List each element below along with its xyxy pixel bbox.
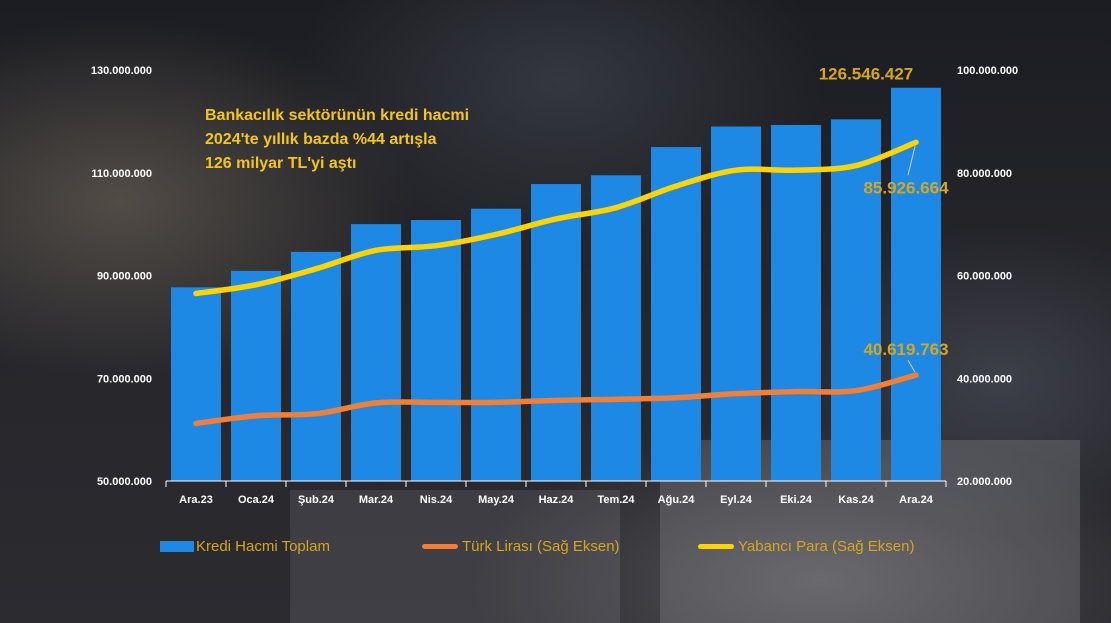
background-document xyxy=(290,490,620,623)
line-point-1-6 xyxy=(553,397,559,403)
x-tick-label: Eki.24 xyxy=(780,494,813,506)
line-point-2-1 xyxy=(253,282,259,288)
bar-5 xyxy=(471,208,521,481)
legend: Kredi Hacmi Toplam Türk Lirası (Sağ Ekse… xyxy=(160,538,960,560)
x-tick-label: Oca.24 xyxy=(238,494,275,506)
bar-0 xyxy=(171,287,221,481)
line-point-1-9 xyxy=(733,391,739,397)
line-point-1-1 xyxy=(253,413,259,419)
headline: Bankacılık sektörünün kredi hacmi 2024't… xyxy=(205,104,545,176)
headline-line: Bankacılık sektörünün kredi hacmi xyxy=(205,107,470,124)
bar-3 xyxy=(351,224,401,481)
headline-line: 126 milyar TL'yi aştı xyxy=(205,155,357,172)
data-label-leader xyxy=(907,359,916,373)
legend-label: Yabancı Para (Sağ Eksen) xyxy=(738,538,915,555)
right-tick-label: 80.000.000 xyxy=(957,168,1012,180)
line-series xyxy=(193,139,919,427)
line-point-1-2 xyxy=(313,411,319,417)
line-point-2-7 xyxy=(613,205,619,211)
line-point-1-0 xyxy=(193,420,199,427)
line-point-1-8 xyxy=(673,395,679,401)
x-tick-label: Nis.24 xyxy=(420,494,453,506)
line-point-1-5 xyxy=(493,399,499,405)
annotations: 126.546.427 85.926.664 40.619.763 xyxy=(819,65,949,373)
x-tick-label: Tem.24 xyxy=(597,494,635,506)
line-point-2-4 xyxy=(433,243,439,249)
legend-item-kredi: Kredi Hacmi Toplam xyxy=(160,538,330,555)
bar-8 xyxy=(651,147,701,481)
line-point-2-8 xyxy=(673,183,679,189)
x-tick-label: Ara.24 xyxy=(899,494,934,506)
line-point-2-6 xyxy=(553,216,559,222)
legend-item-yp: Yabancı Para (Sağ Eksen) xyxy=(698,538,914,555)
data-label-leader xyxy=(907,146,916,176)
x-tick-label: Şub.24 xyxy=(298,494,335,506)
legend-swatch xyxy=(698,544,734,549)
right-tick-label: 60.000.000 xyxy=(957,271,1012,283)
line-point-1-4 xyxy=(433,399,439,405)
bar-1 xyxy=(231,270,281,481)
line-point-2-11 xyxy=(853,162,859,169)
left-tick-label: 130.000.000 xyxy=(91,65,152,77)
right-tick-label: 20.000.000 xyxy=(957,476,1012,488)
x-tick-label: May.24 xyxy=(478,494,515,506)
left-tick-label: 110.000.000 xyxy=(91,168,152,180)
x-tick-label: Ara.23 xyxy=(179,494,213,506)
line-point-2-5 xyxy=(493,231,499,237)
x-axis: Ara.23 Oca.24 Şub.24 Mar.24 Nis.24 May.24 Haz.… xyxy=(165,480,947,506)
x-tick-label: Haz.24 xyxy=(539,494,575,506)
left-tick-label: 50.000.000 xyxy=(97,476,152,488)
line-point-1-10 xyxy=(793,389,799,395)
left-tick-label: 90.000.000 xyxy=(97,271,152,283)
line-point-2-3 xyxy=(373,247,379,253)
line-point-2-2 xyxy=(313,266,319,272)
x-tick-label: Eyl.24 xyxy=(720,494,753,506)
data-label-total: 126.546.427 xyxy=(819,65,914,84)
data-label-series-1: 40.619.763 xyxy=(863,340,948,359)
legend-label: Türk Lirası (Sağ Eksen) xyxy=(462,538,620,555)
x-tick-label: Kas.24 xyxy=(838,494,874,506)
data-label-series-2: 85.926.664 xyxy=(863,178,949,197)
bar-9 xyxy=(711,126,761,481)
line-point-2-12 xyxy=(913,139,919,145)
right-axis: 20.000.000 40.000.000 60.000.000 80.000.000… xyxy=(957,65,1018,488)
line-point-1-7 xyxy=(613,396,619,402)
bar-series xyxy=(171,87,941,482)
legend-swatch xyxy=(422,544,458,549)
legend-swatch xyxy=(160,541,194,552)
legend-label: Kredi Hacmi Toplam xyxy=(196,538,330,555)
headline-line: 2024'te yıllık bazda %44 artışla xyxy=(205,131,437,148)
bar-12 xyxy=(891,87,941,481)
x-tick-label: Mar.24 xyxy=(359,494,394,506)
right-tick-label: 40.000.000 xyxy=(957,373,1012,385)
bar-10 xyxy=(771,124,821,481)
right-tick-label: 100.000.000 xyxy=(957,65,1018,77)
bar-4 xyxy=(411,220,461,481)
left-axis: 50.000.000 70.000.000 90.000.000 110.000.00… xyxy=(91,65,152,488)
bar-7 xyxy=(591,175,641,481)
line-point-2-9 xyxy=(733,167,739,173)
line-point-1-11 xyxy=(853,387,859,394)
line-point-1-12 xyxy=(913,372,919,378)
legend-item-tl: Türk Lirası (Sağ Eksen) xyxy=(422,538,620,555)
line-point-1-3 xyxy=(373,400,379,406)
line-point-2-0 xyxy=(193,290,199,297)
bar-11 xyxy=(831,119,881,481)
line-point-2-10 xyxy=(793,167,799,173)
bar-6 xyxy=(531,184,581,482)
x-tick-label: Ağu.24 xyxy=(658,494,696,506)
left-tick-label: 70.000.000 xyxy=(97,373,152,385)
bar-2 xyxy=(291,251,341,481)
